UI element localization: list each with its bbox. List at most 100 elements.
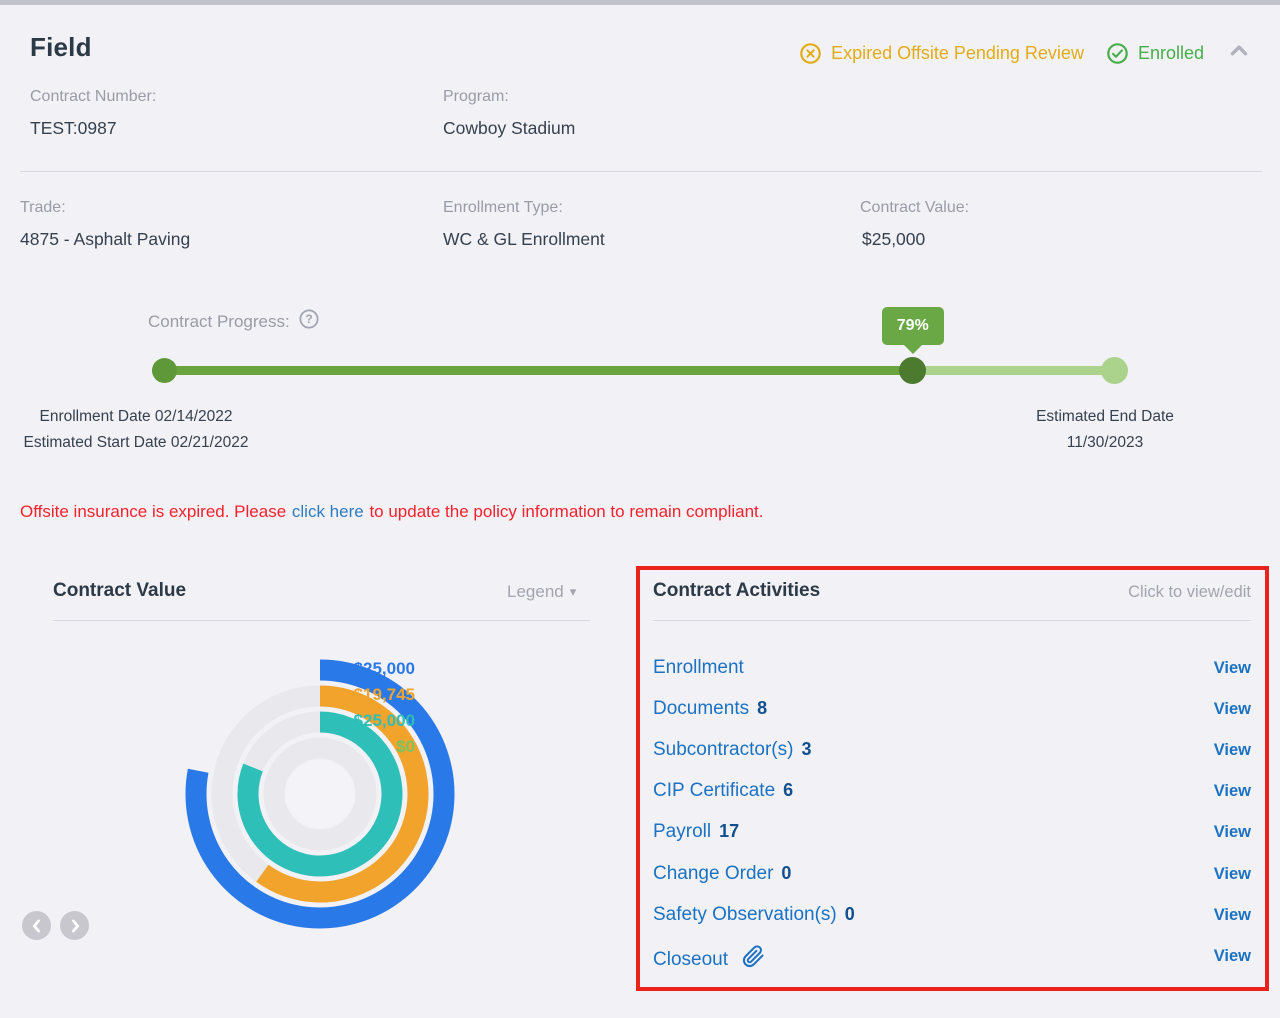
paperclip-icon bbox=[742, 944, 765, 974]
activity-link[interactable]: Subcontractor(s) 3 bbox=[653, 739, 811, 761]
enrollment-type-label: Enrollment Type: bbox=[443, 199, 563, 216]
contract-value-panel-title: Contract Value bbox=[53, 580, 187, 601]
contract-number-value: TEST:0987 bbox=[30, 118, 117, 138]
activity-link[interactable]: CIP Certificate 6 bbox=[653, 780, 793, 802]
activity-label: Documents bbox=[653, 698, 750, 719]
activity-row-closeout: Closeout View bbox=[653, 941, 1251, 971]
activity-count: 0 bbox=[781, 863, 792, 883]
view-link[interactable]: View bbox=[1213, 864, 1251, 883]
legend-dropdown[interactable]: Legend ▾ bbox=[507, 582, 576, 602]
alert-text-before: Offsite insurance is expired. Please bbox=[20, 502, 287, 521]
alert-text-after: to update the policy information to rema… bbox=[369, 502, 764, 521]
progress-tooltip: 79% bbox=[881, 307, 944, 345]
alert-click-here-link[interactable]: click here bbox=[291, 502, 364, 521]
program-label: Program: bbox=[443, 88, 509, 105]
contract-activities-title: Contract Activities bbox=[653, 580, 821, 601]
ring-3-arc bbox=[237, 711, 403, 877]
page-title: Field bbox=[30, 32, 92, 62]
activity-label: Safety Observation(s) bbox=[653, 904, 837, 925]
activity-row-payroll: Payroll 17 View bbox=[653, 817, 1251, 847]
estimated-start-date: Estimated Start Date 02/21/2022 bbox=[23, 434, 249, 451]
trade-label: Trade: bbox=[20, 199, 66, 216]
activity-count: 17 bbox=[719, 821, 740, 841]
legend-label: Legend bbox=[507, 582, 564, 601]
ring-2-arc bbox=[256, 685, 429, 903]
offsite-expired-alert: Offsite insurance is expired. Please cli… bbox=[20, 502, 763, 522]
progress-tooltip-value: 79% bbox=[896, 317, 929, 334]
activity-label: Payroll bbox=[653, 821, 712, 842]
activity-row-safety-observations: Safety Observation(s) 0 View bbox=[653, 900, 1251, 930]
circle-check-icon bbox=[1106, 42, 1129, 65]
contract-value-amount: $25,000 bbox=[862, 229, 926, 249]
activity-label: Subcontractor(s) bbox=[653, 739, 794, 760]
view-link[interactable]: View bbox=[1213, 905, 1251, 924]
enrollment-date: Enrollment Date 02/14/2022 bbox=[39, 408, 233, 425]
activity-row-subcontractors: Subcontractor(s) 3 View bbox=[653, 735, 1251, 765]
ring-3-value-label: $25,000 bbox=[353, 711, 415, 730]
view-link[interactable]: View bbox=[1213, 740, 1251, 759]
progress-current-knob[interactable] bbox=[899, 357, 927, 384]
contract-activities-highlight-box bbox=[636, 566, 1269, 991]
chart-carousel-nav bbox=[22, 911, 89, 940]
ring-labels: $25,000 $19,745 $25,000 $0 bbox=[0, 0, 415, 756]
contract-progress-label-row: Contract Progress: ? bbox=[148, 308, 320, 335]
activity-count: 8 bbox=[757, 698, 768, 718]
progress-start-knob bbox=[152, 358, 177, 383]
activity-row-enrollment: Enrollment View bbox=[653, 653, 1251, 683]
activity-link[interactable]: Closeout bbox=[653, 942, 765, 971]
contract-value-rings-chart bbox=[185, 659, 455, 929]
activity-row-documents: Documents 8 View bbox=[653, 694, 1251, 724]
header-divider bbox=[20, 171, 1262, 172]
top-edge-strip bbox=[0, 0, 1280, 5]
activity-row-change-order: Change Order 0 View bbox=[653, 859, 1251, 889]
status-badge-label: Expired Offsite Pending Review bbox=[831, 43, 1084, 63]
trade-value: 4875 - Asphalt Paving bbox=[20, 229, 191, 249]
help-icon[interactable]: ? bbox=[298, 308, 320, 335]
activity-link[interactable]: Documents 8 bbox=[653, 698, 767, 720]
circle-x-icon bbox=[799, 42, 822, 65]
view-link[interactable]: View bbox=[1213, 822, 1251, 841]
contract-activities-hint: Click to view/edit bbox=[1128, 583, 1251, 601]
status-badge-enrolled: Enrolled bbox=[1106, 42, 1204, 65]
progress-dates-right: Estimated End Date 11/30/2023 bbox=[1022, 404, 1188, 456]
status-badge-label: Enrolled bbox=[1137, 43, 1204, 63]
carousel-prev-button[interactable] bbox=[22, 911, 51, 940]
status-badge-row: Expired Offsite Pending Review Enrolled bbox=[799, 38, 1252, 69]
progress-end-knob bbox=[1101, 357, 1128, 384]
activity-row-cip-certificate: CIP Certificate 6 View bbox=[653, 776, 1251, 806]
contract-value-panel-divider bbox=[53, 620, 590, 621]
contract-value-label: Contract Value: bbox=[860, 199, 970, 216]
estimated-end-date-label: Estimated End Date bbox=[1036, 408, 1174, 425]
activity-link[interactable]: Safety Observation(s) 0 bbox=[653, 904, 855, 926]
activity-link[interactable]: Payroll 17 bbox=[653, 821, 739, 843]
ring-1-outer-value-label: $25,000 bbox=[353, 659, 415, 678]
program-value: Cowboy Stadium bbox=[443, 118, 576, 138]
activity-link[interactable]: Enrollment bbox=[653, 657, 752, 679]
activity-label: Closeout bbox=[653, 948, 728, 970]
ring-4-inner-track bbox=[263, 737, 377, 851]
view-link[interactable]: View bbox=[1213, 699, 1251, 718]
contract-progress-label: Contract Progress: bbox=[148, 311, 290, 331]
activity-count: 0 bbox=[844, 904, 855, 924]
collapse-chevron-up-icon[interactable] bbox=[1226, 38, 1252, 69]
view-link[interactable]: View bbox=[1213, 781, 1251, 800]
caret-down-icon: ▾ bbox=[569, 584, 577, 599]
ring-2-value-label: $19,745 bbox=[353, 685, 415, 704]
svg-text:?: ? bbox=[305, 312, 312, 326]
activity-count: 6 bbox=[783, 780, 794, 800]
carousel-next-button[interactable] bbox=[60, 911, 89, 940]
progress-fill bbox=[152, 366, 913, 375]
view-link[interactable]: View bbox=[1213, 946, 1251, 965]
estimated-end-date-value: 11/30/2023 bbox=[1066, 434, 1144, 451]
activity-label: CIP Certificate bbox=[653, 780, 776, 801]
activity-link[interactable]: Change Order 0 bbox=[653, 863, 791, 885]
activity-label: Change Order bbox=[653, 863, 774, 884]
contract-number-label: Contract Number: bbox=[30, 88, 157, 105]
activity-count: 3 bbox=[801, 739, 812, 759]
view-link[interactable]: View bbox=[1213, 658, 1251, 677]
contract-activities-divider bbox=[653, 620, 1251, 621]
activity-label: Enrollment bbox=[653, 657, 744, 678]
progress-dates-left: Enrollment Date 02/14/2022 Estimated Sta… bbox=[0, 404, 272, 456]
ring-4-inner-value-label: $0 bbox=[396, 737, 415, 756]
ring-1-outer-arc bbox=[185, 659, 455, 929]
